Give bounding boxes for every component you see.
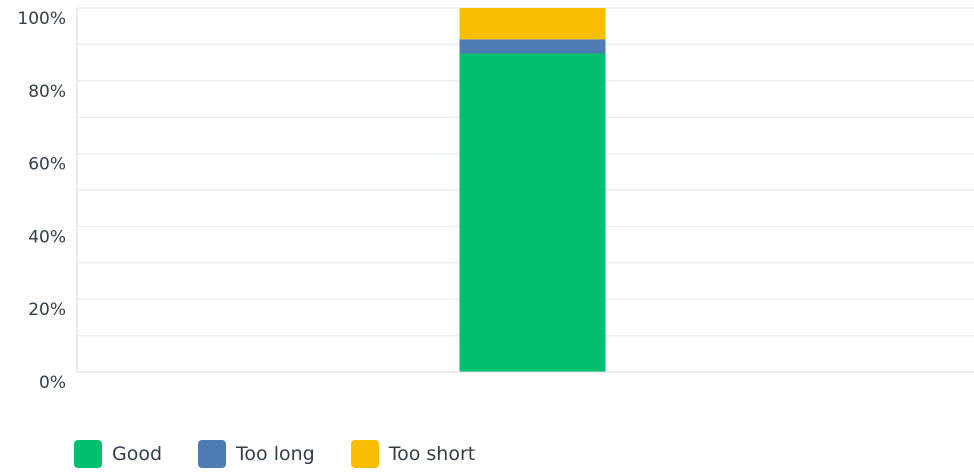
legend-swatch-too-short [350,440,379,468]
legend-swatch-good [74,440,102,468]
y-tick-label: 40% [28,227,66,247]
y-tick-label: 100% [17,9,66,29]
bar-segments [459,8,606,373]
y-axis-tick-labels: 0% 20% 40% 60% 80% 100% [17,9,66,393]
bar-segment-good[interactable] [459,53,606,373]
y-tick-label: 0% [39,373,66,393]
y-tick-label: 60% [28,155,66,175]
legend-label-good: Good [112,443,163,465]
legend-label-too-short: Too short [388,443,476,465]
y-tick-label: 20% [28,300,66,320]
legend-swatch-too-long [198,440,227,468]
stacked-bar-chart: 0% 20% 40% 60% 80% 100% [17,7,974,393]
bar-segment-too-short[interactable] [459,8,606,40]
legend-item-good[interactable]: Good [74,440,162,468]
bar-segment-too-long[interactable] [459,39,606,54]
legend: Good Too long Too short [74,440,511,468]
legend-label-too-long: Too long [236,443,315,465]
legend-item-too-short[interactable]: Too short [350,440,476,468]
legend-item-too-long[interactable]: Too long [198,440,315,468]
y-tick-label: 80% [28,82,66,102]
